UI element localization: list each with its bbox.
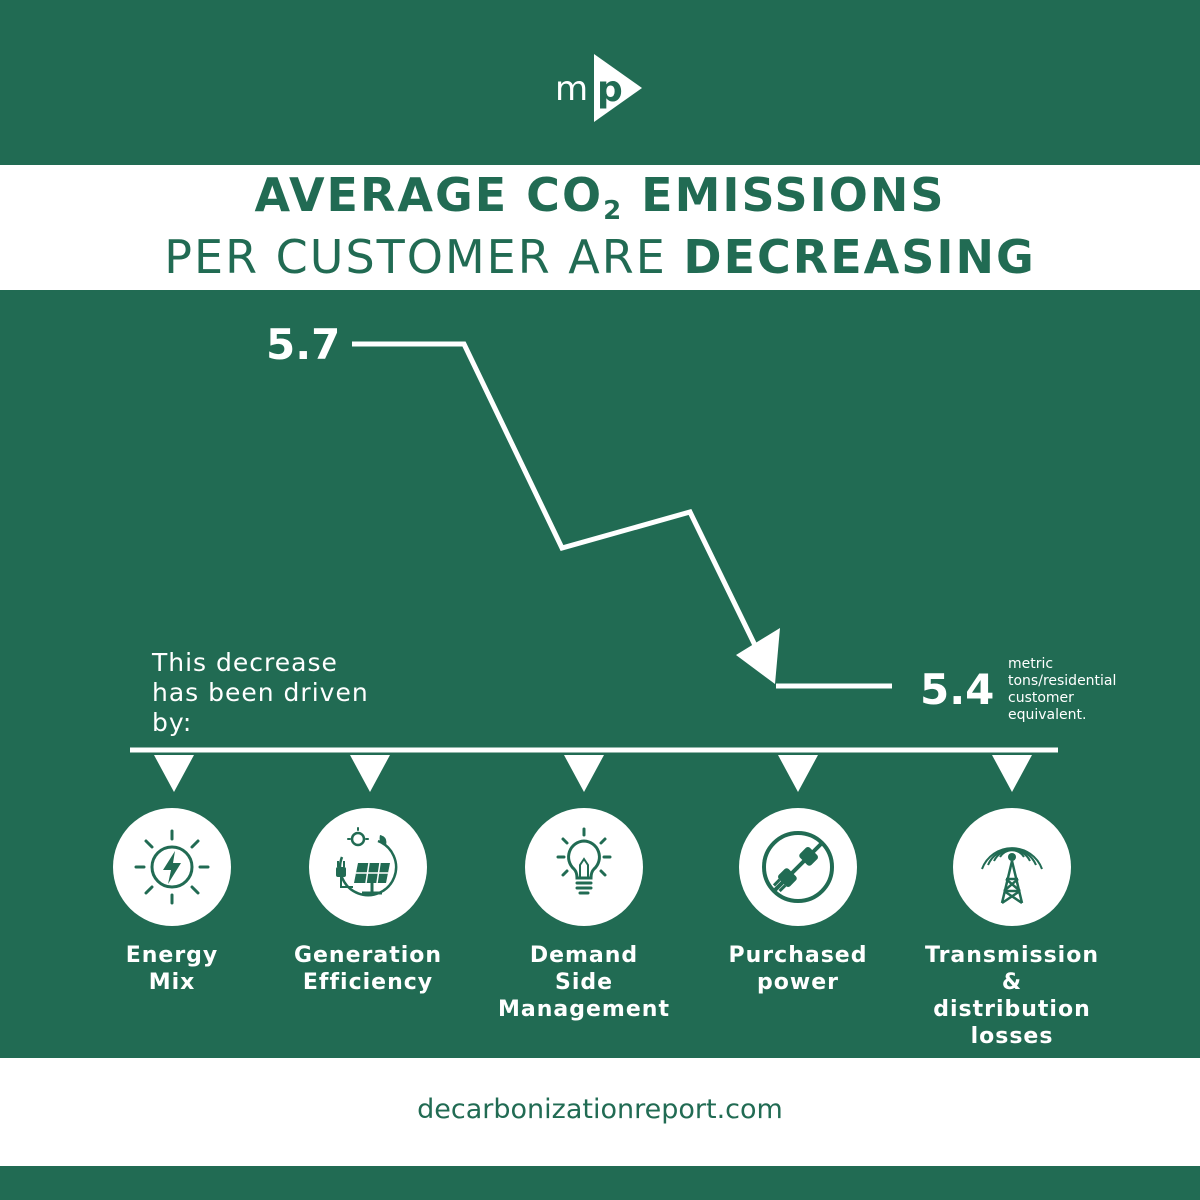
driver-purchased-power: Purchased power xyxy=(698,808,898,996)
title-band xyxy=(0,165,1200,290)
driver-label: Generation Efficiency xyxy=(293,943,443,995)
tower-icon xyxy=(981,847,1043,905)
driver-icon-circle xyxy=(953,808,1071,926)
driver-pointer xyxy=(154,755,194,792)
driver-pointer xyxy=(350,755,390,792)
driver-pointer xyxy=(778,755,818,792)
trend-line xyxy=(352,341,771,674)
driver-pointer xyxy=(564,755,604,792)
page-title-line2: PER CUSTOMER ARE DECREASING xyxy=(164,230,1036,284)
end-value-label: 5.4 xyxy=(920,665,995,714)
driver-label: Transmission & distribution losses xyxy=(924,943,1099,1049)
drivers-intro: This decrease has been driven by: xyxy=(152,648,369,737)
driver-icon-circle xyxy=(525,808,643,926)
driver-generation-efficiency: Generation Efficiency xyxy=(268,808,468,996)
solar-panel-icon xyxy=(336,827,398,897)
unit-note: metric tons/residential customer equival… xyxy=(1008,656,1117,723)
driver-demand-side-management: Demand Side Management xyxy=(484,808,684,1023)
page-title-line1: AVERAGE CO2 EMISSIONS xyxy=(254,168,946,226)
footer-url: decarbonizationreport.com xyxy=(417,1094,783,1125)
trend-arrowhead xyxy=(736,628,780,684)
start-value-label: 5.7 xyxy=(266,320,341,369)
logo-play-icon: m p xyxy=(555,54,642,122)
driver-energy-mix: Energy Mix xyxy=(72,808,272,996)
driver-icon-circle xyxy=(113,808,231,926)
emissions-chart xyxy=(130,341,1058,792)
plug-icon xyxy=(762,831,834,903)
lightning-icon xyxy=(134,829,210,905)
driver-label: Purchased power xyxy=(728,943,868,995)
svg-text:p: p xyxy=(597,69,623,110)
driver-icon-circle xyxy=(739,808,857,926)
lightbulb-icon xyxy=(556,827,612,895)
footer-band xyxy=(0,1058,1200,1166)
svg-text:m: m xyxy=(555,69,588,109)
driver-pointer xyxy=(992,755,1032,792)
driver-transmission-losses: Transmission & distribution losses xyxy=(912,808,1112,1050)
driver-label: Demand Side Management xyxy=(498,943,670,1022)
brand-logo: m p xyxy=(552,52,648,124)
driver-label: Energy Mix xyxy=(125,943,219,995)
driver-icon-circle xyxy=(309,808,427,926)
